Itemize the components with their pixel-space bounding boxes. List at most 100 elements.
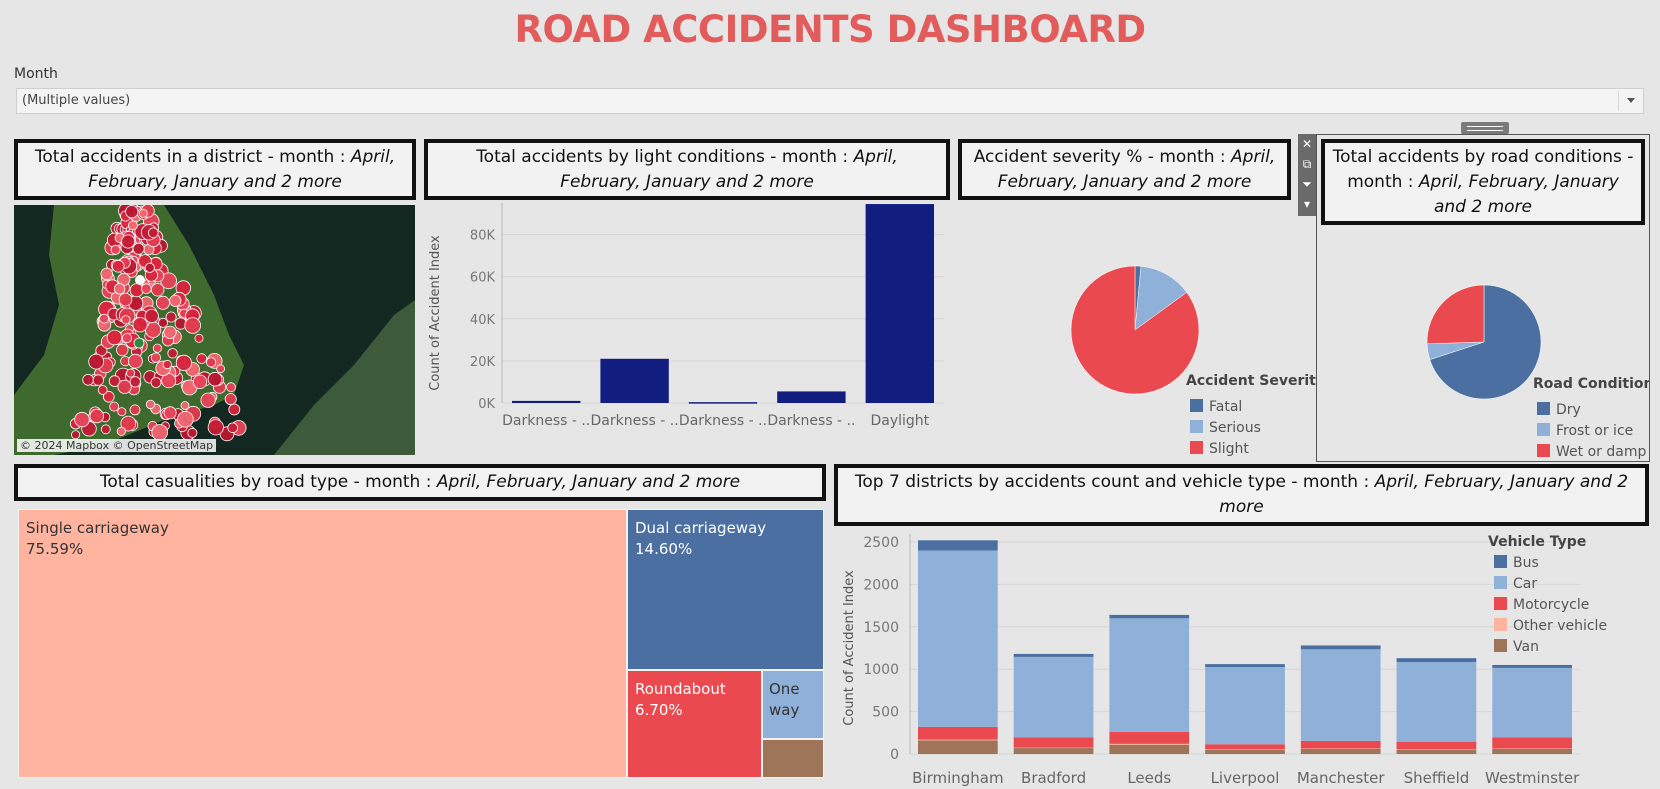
district-point (117, 379, 132, 394)
district-point (151, 424, 169, 441)
y-tick-label: 40K (470, 313, 496, 328)
stacked-bar-segment (1013, 653, 1094, 657)
y-tick-label: 80K (470, 229, 496, 244)
district-point (162, 359, 172, 370)
district-point (206, 357, 217, 368)
stacked-bar-segment (1300, 748, 1381, 754)
stacked-bar-segment (1109, 614, 1190, 619)
district-point (128, 220, 138, 231)
stacked-bar-segment (1205, 664, 1285, 668)
stacked-bar-segment (1396, 749, 1477, 754)
district-point (187, 427, 198, 438)
district-point (227, 422, 239, 434)
legend-title: Vehicle Type (1488, 534, 1586, 550)
district-point (110, 244, 121, 255)
district-point (184, 317, 202, 334)
stacked-bar-segment (1013, 748, 1094, 754)
stacked-bar-segment (1300, 649, 1381, 741)
legend-swatch (1537, 444, 1550, 457)
pie-slice (1070, 265, 1200, 395)
x-tick-label: Darkness - .. (502, 413, 590, 429)
district-point (113, 283, 126, 295)
popout-icon[interactable]: ⧉ (1302, 157, 1312, 171)
legend-title: Accident Severity (1186, 373, 1316, 389)
district-point (207, 419, 224, 436)
district-point (120, 415, 137, 432)
district-point (92, 374, 105, 386)
treemap-percent: 6.70% (635, 701, 683, 719)
stacked-bar-segment (1396, 661, 1477, 742)
drag-handle[interactable] (1461, 122, 1509, 134)
district-point (169, 294, 182, 307)
treemap-label: One way (769, 680, 800, 719)
legend-label: Slight (1209, 441, 1249, 457)
district-point (132, 317, 148, 333)
light-condition-bar (600, 358, 669, 403)
legend-swatch (1537, 423, 1550, 436)
light-conditions-title: Total accidents by light conditions - mo… (424, 139, 950, 200)
district-point (89, 408, 105, 424)
y-tick-label: 0K (478, 397, 495, 412)
district-point (106, 329, 123, 346)
district-point (118, 292, 133, 307)
district-point (167, 348, 178, 359)
district-point (82, 374, 94, 386)
road-conditions-selected-frame[interactable] (1316, 134, 1650, 462)
district-point (121, 234, 136, 249)
legend-swatch (1494, 597, 1507, 610)
district-point (122, 333, 133, 344)
y-tick-label: 500 (872, 705, 899, 721)
stacked-bar-segment (1300, 645, 1381, 650)
district-point (97, 385, 108, 395)
district-point (226, 382, 236, 393)
x-tick-label: Darkness - .. (679, 413, 767, 429)
district-point (145, 399, 156, 410)
district-point (177, 411, 194, 428)
district-point (125, 205, 139, 219)
district-point (71, 430, 81, 440)
district-point (150, 283, 165, 297)
chevron-down-icon[interactable] (1627, 98, 1635, 103)
legend-label: Car (1513, 576, 1537, 592)
y-tick-label: 60K (470, 271, 496, 286)
light-condition-bar (777, 391, 846, 403)
districts-chart: 0 500 1000 1500 2000 2500 Count of Accident In… (842, 534, 1607, 786)
x-tick-label: Liverpool (1211, 769, 1280, 786)
close-icon[interactable]: ✕ (1301, 137, 1313, 151)
district-point (126, 368, 136, 378)
district-point (224, 393, 237, 406)
district-point (144, 309, 159, 324)
road-conditions-chart: Road Conditions Dry Frost or ice Wet or dam… (1426, 284, 1649, 460)
y-tick-label: 20K (470, 355, 496, 370)
y-axis-label: Count of Accident Index (428, 235, 443, 391)
district-point (111, 259, 125, 273)
stacked-bar-segment (1300, 740, 1381, 749)
district-point (216, 364, 226, 374)
x-tick-label: Leeds (1127, 769, 1171, 786)
district-point (228, 403, 241, 416)
districts-title: Top 7 districts by accidents count and v… (834, 464, 1649, 526)
month-filter-dropdown[interactable]: (Multiple values) (16, 88, 1644, 114)
filter-icon[interactable]: ⏷ (1302, 177, 1312, 191)
treemap-single-carriageway: Single carriageway 75.59% (18, 509, 627, 778)
district-point (161, 373, 177, 389)
legend-title: Road Conditions (1533, 376, 1649, 392)
district-point (180, 401, 190, 410)
legend-label: Dry (1556, 402, 1581, 418)
y-tick-label: 2000 (863, 577, 899, 593)
stacked-bar-segment (918, 739, 998, 741)
district-map[interactable]: © 2024 Mapbox © OpenStreetMap (14, 205, 415, 455)
legend-swatch (1190, 441, 1203, 454)
month-filter-label: Month (14, 66, 58, 82)
dropdown-icon[interactable]: ▾ (1303, 197, 1311, 211)
district-point (121, 315, 131, 325)
legend-label: Serious (1209, 420, 1261, 436)
district-point (109, 401, 120, 412)
x-tick-label: Sheffield (1404, 769, 1470, 786)
legend-label: Fatal (1209, 399, 1242, 415)
treemap-one-way: One way (762, 670, 824, 739)
treemap-label: Roundabout (635, 680, 726, 698)
legend-label: Other vehicle (1513, 618, 1607, 634)
district-point (200, 392, 216, 408)
stacked-bar-segment (1492, 748, 1572, 754)
